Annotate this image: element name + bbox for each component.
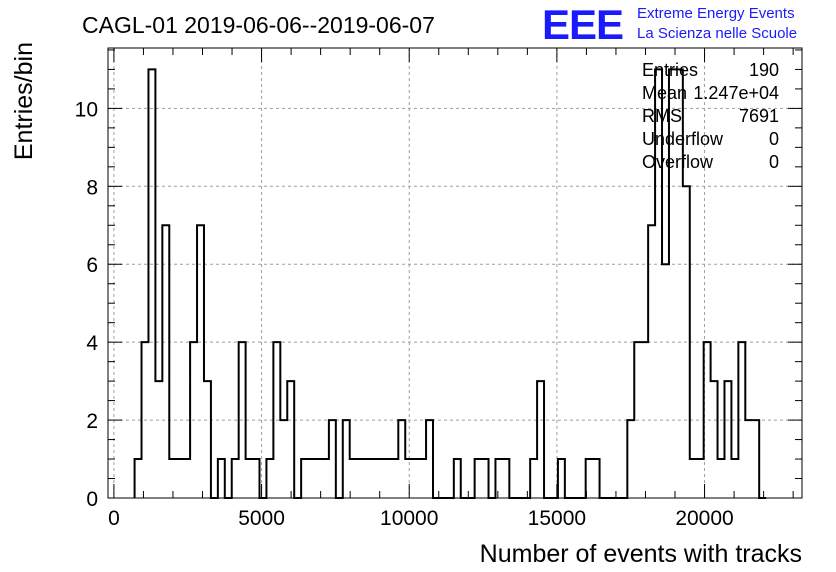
stats-overflow-label: Overflow xyxy=(642,152,714,172)
x-tick-label: 0 xyxy=(108,507,120,530)
x-axis-label: Number of events with tracks xyxy=(480,540,802,568)
stats-overflow-value: 0 xyxy=(769,152,779,172)
axis-ticks xyxy=(108,48,802,499)
stats-box: Entries 190 Mean 1.247e+04 RMS 7691 Unde… xyxy=(642,60,779,172)
x-tick-label: 10000 xyxy=(380,507,438,530)
axis-tick-labels: 0 5000 10000 15000 20000 0 2 4 6 8 10 xyxy=(75,98,734,530)
logo-mark: EEE xyxy=(542,1,623,48)
y-tick-label: 0 xyxy=(86,488,98,511)
stats-entries-value: 190 xyxy=(749,60,779,80)
stats-underflow-label: Underflow xyxy=(642,129,724,149)
logo-line2: La Scienza nelle Scuole xyxy=(637,25,797,42)
chart-title: CAGL-01 2019-06-06--2019-06-07 xyxy=(82,12,435,38)
x-tick-label: 5000 xyxy=(238,507,285,530)
stats-rms-value: 7691 xyxy=(739,106,779,126)
y-tick-label: 6 xyxy=(86,254,98,277)
y-tick-label: 10 xyxy=(75,98,98,121)
logo-line1: Extreme Energy Events xyxy=(637,5,795,22)
y-tick-label: 4 xyxy=(86,332,98,355)
stats-rms-label: RMS xyxy=(642,106,682,126)
stats-mean-label: Mean xyxy=(642,83,687,103)
stats-mean-value: 1.247e+04 xyxy=(693,83,779,103)
x-tick-label: 20000 xyxy=(675,507,733,530)
y-tick-label: 8 xyxy=(86,176,98,199)
y-axis-label: Entries/bin xyxy=(10,42,38,160)
stats-entries-label: Entries xyxy=(642,60,698,80)
eee-logo: EEE Extreme Energy Events La Scienza nel… xyxy=(542,1,797,48)
x-tick-label: 15000 xyxy=(528,507,586,530)
plot-frame xyxy=(107,47,803,499)
y-tick-label: 2 xyxy=(86,410,98,433)
stats-underflow-value: 0 xyxy=(769,129,779,149)
grid xyxy=(108,48,802,498)
